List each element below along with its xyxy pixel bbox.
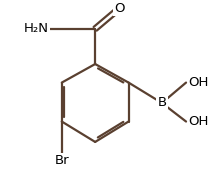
Text: OH: OH <box>188 76 208 89</box>
Text: B: B <box>157 97 167 109</box>
Text: O: O <box>114 2 125 15</box>
Text: H₂N: H₂N <box>24 22 49 35</box>
Text: OH: OH <box>188 115 208 128</box>
Text: Br: Br <box>55 154 69 167</box>
